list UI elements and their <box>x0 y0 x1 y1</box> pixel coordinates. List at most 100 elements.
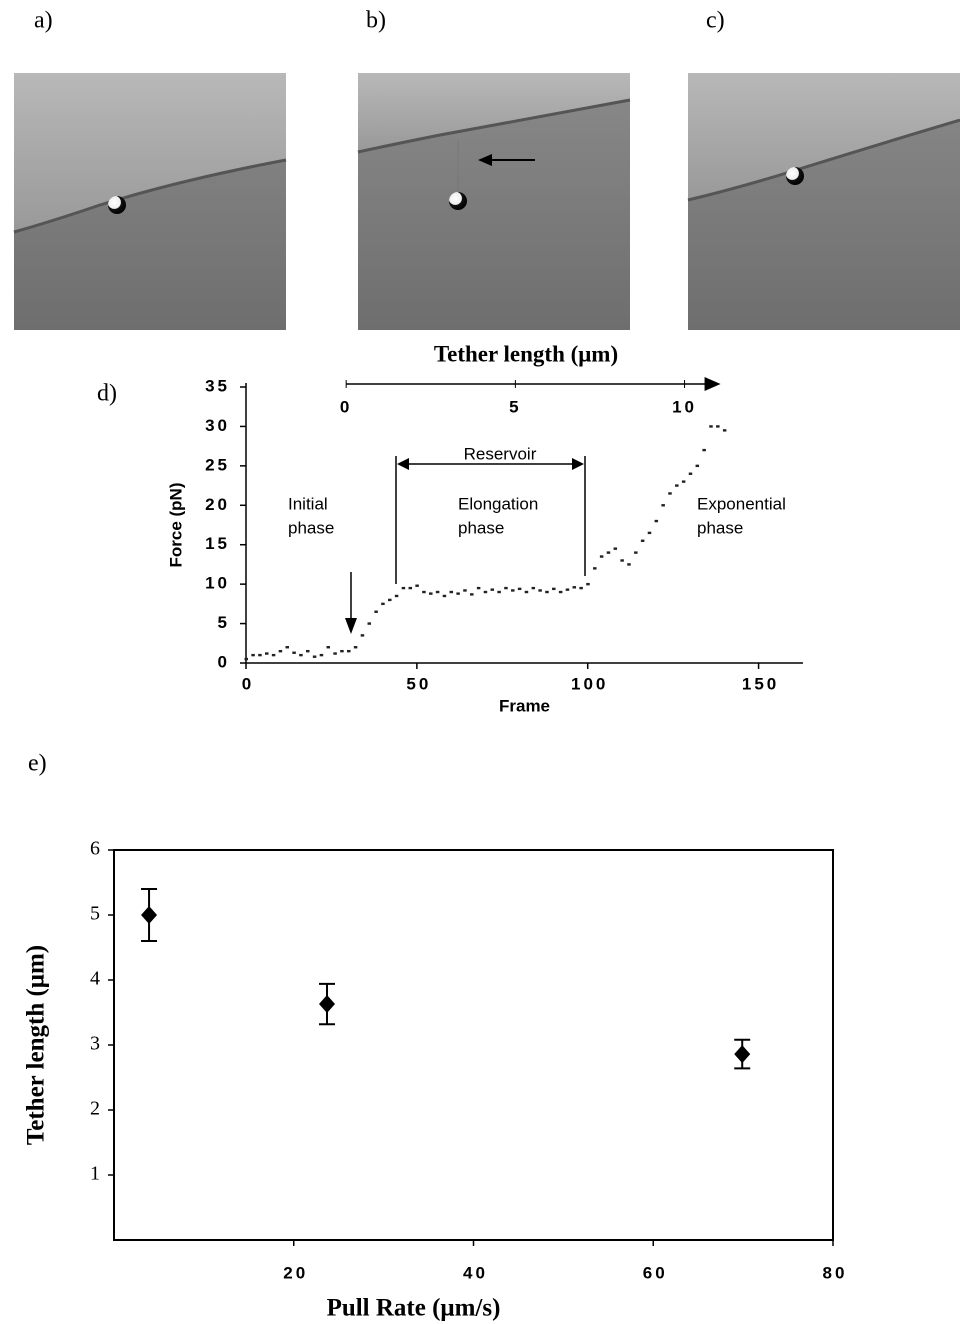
data-point <box>688 472 693 475</box>
data-point <box>285 646 290 649</box>
data-point <box>558 590 563 594</box>
annotation: phase <box>458 518 504 537</box>
data-point <box>497 590 501 594</box>
data-point <box>716 425 720 428</box>
data-point <box>734 1045 751 1064</box>
panel-label: c) <box>706 8 725 34</box>
panel-label: b) <box>366 8 386 34</box>
x-tick-label: 60 <box>643 1263 668 1282</box>
data-point <box>463 589 467 592</box>
y-axis-label: Force (pN) <box>166 483 185 568</box>
data-point <box>367 622 372 625</box>
data-point <box>593 567 597 570</box>
y-tick-label: 2 <box>90 1098 100 1120</box>
data-point <box>702 448 706 452</box>
annotation: phase <box>288 518 334 537</box>
x-tick-label: 40 <box>463 1263 488 1282</box>
data-point <box>627 563 631 566</box>
x2-tick-label: 10 <box>672 397 697 416</box>
y-tick-label: 6 <box>90 838 100 860</box>
y-tick-label: 3 <box>90 1033 100 1055</box>
data-point <box>312 655 317 658</box>
data-point <box>347 649 351 653</box>
y-axis-label: Tether length (μm) <box>23 945 50 1145</box>
data-point <box>606 551 611 554</box>
data-point <box>292 651 296 654</box>
data-point <box>476 586 481 590</box>
panel-label: e) <box>28 751 47 777</box>
data-point <box>449 590 454 594</box>
data-point <box>415 584 419 587</box>
y-tick-label: 35 <box>205 376 230 395</box>
annotation: Exponential <box>697 494 786 513</box>
data-point <box>278 649 283 653</box>
data-point <box>319 995 336 1014</box>
data-point <box>388 598 392 602</box>
data-point <box>572 586 577 589</box>
data-point <box>360 634 365 637</box>
data-point <box>620 559 624 562</box>
data-point <box>579 586 583 590</box>
x-tick-label: 150 <box>742 674 779 693</box>
y-tick-label: 10 <box>205 574 230 593</box>
data-point <box>552 587 556 591</box>
data-point <box>511 589 515 592</box>
x-tick-label: 80 <box>823 1263 848 1282</box>
y-tick-label: 5 <box>218 613 230 632</box>
x2-axis-arrow <box>704 377 721 391</box>
data-point <box>647 531 652 535</box>
data-point <box>408 586 413 590</box>
x-axis-label: Frame <box>499 696 550 715</box>
data-point <box>565 588 570 591</box>
x-tick-label: 20 <box>283 1263 308 1282</box>
data-point <box>531 586 536 590</box>
data-point <box>265 652 269 655</box>
y-tick-label: 4 <box>90 968 100 990</box>
data-point <box>429 592 433 595</box>
y-tick-label: 5 <box>90 903 100 925</box>
data-point <box>333 652 337 655</box>
event-arrow-head <box>345 618 357 634</box>
data-point <box>251 653 255 657</box>
x2-tick-label: 5 <box>509 397 521 416</box>
data-point <box>504 586 508 590</box>
data-point <box>442 594 447 598</box>
data-point <box>661 504 665 507</box>
panel-label: d) <box>97 381 117 407</box>
data-point <box>456 592 460 595</box>
data-point <box>319 653 324 657</box>
bracket-arrow-left <box>397 458 409 470</box>
data-point <box>613 547 618 550</box>
data-point <box>394 594 399 598</box>
data-point <box>401 586 406 590</box>
bracket-arrow-right <box>572 458 584 470</box>
y-tick-label: 0 <box>218 652 230 671</box>
data-point <box>326 646 331 649</box>
panel-label: a) <box>34 8 53 34</box>
data-point <box>422 590 426 594</box>
x-tick-label: 0 <box>242 674 254 693</box>
data-point <box>695 464 700 468</box>
data-point <box>490 588 495 591</box>
data-point <box>517 587 522 591</box>
plot-frame <box>113 849 834 1241</box>
annotation: phase <box>697 518 743 537</box>
x-tick-label: 100 <box>571 674 608 693</box>
data-point <box>538 589 542 592</box>
data-point <box>381 602 385 606</box>
data-point <box>586 582 590 586</box>
data-point <box>545 590 549 594</box>
data-point <box>340 649 344 653</box>
y-tick-label: 25 <box>205 455 230 474</box>
x2-tick-label: 0 <box>340 397 352 416</box>
micrograph-c <box>687 73 960 330</box>
annotation: Initial <box>288 494 328 513</box>
data-point <box>524 590 529 594</box>
x-axis-label: Pull Rate (μm/s) <box>327 1295 501 1322</box>
data-point <box>353 646 358 649</box>
data-point <box>141 906 158 924</box>
y-tick-label: 30 <box>205 416 230 435</box>
data-point <box>299 653 303 657</box>
data-point <box>722 429 727 432</box>
